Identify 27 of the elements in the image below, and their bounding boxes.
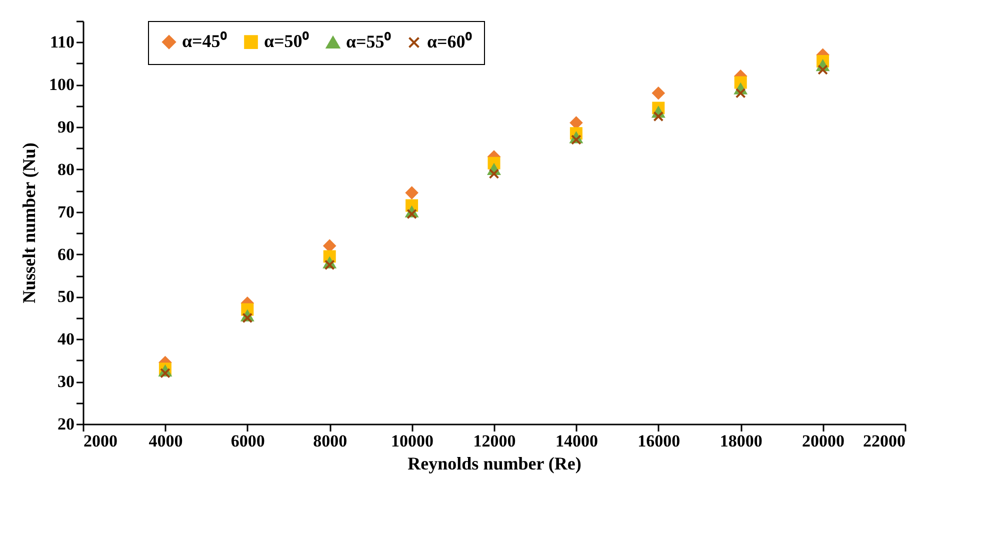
- x-tick-label: 22000: [863, 432, 906, 450]
- x-tick-label: 6000: [230, 432, 265, 450]
- legend-label: α=60⁰: [427, 32, 472, 52]
- y-tick-label: 50: [58, 287, 74, 306]
- x-tick-label: 16000: [638, 432, 680, 450]
- x-tick-label: 20000: [802, 432, 845, 450]
- y-tick-label: 110: [50, 32, 74, 52]
- x-tick-label: 14000: [555, 432, 598, 450]
- y-tick-label: 80: [58, 160, 74, 179]
- legend-label: α=55⁰: [346, 31, 392, 52]
- x-tick-label: 4000: [148, 432, 183, 450]
- y-tick-label: 40: [58, 330, 74, 349]
- x-tick-label: 12000: [473, 432, 516, 450]
- legend-label: α=45⁰: [182, 31, 228, 52]
- x-tick-label: 10000: [391, 432, 434, 450]
- x-tick-label: 2000: [84, 432, 118, 450]
- y-tick-label: 100: [49, 75, 74, 94]
- x-tick-label: 8000: [313, 432, 348, 450]
- y-tick-label: 20: [58, 414, 74, 434]
- y-tick-label: 70: [58, 202, 74, 222]
- y-axis-title: Nusselt number (Nu): [19, 142, 39, 304]
- x-axis-title: Reynolds number (Re): [408, 454, 582, 474]
- legend-label: α=50⁰: [264, 31, 310, 52]
- y-tick-label: 60: [58, 244, 74, 264]
- y-tick-label: 30: [58, 372, 74, 392]
- x-tick-label: 18000: [720, 432, 762, 450]
- y-tick-label: 90: [58, 118, 74, 137]
